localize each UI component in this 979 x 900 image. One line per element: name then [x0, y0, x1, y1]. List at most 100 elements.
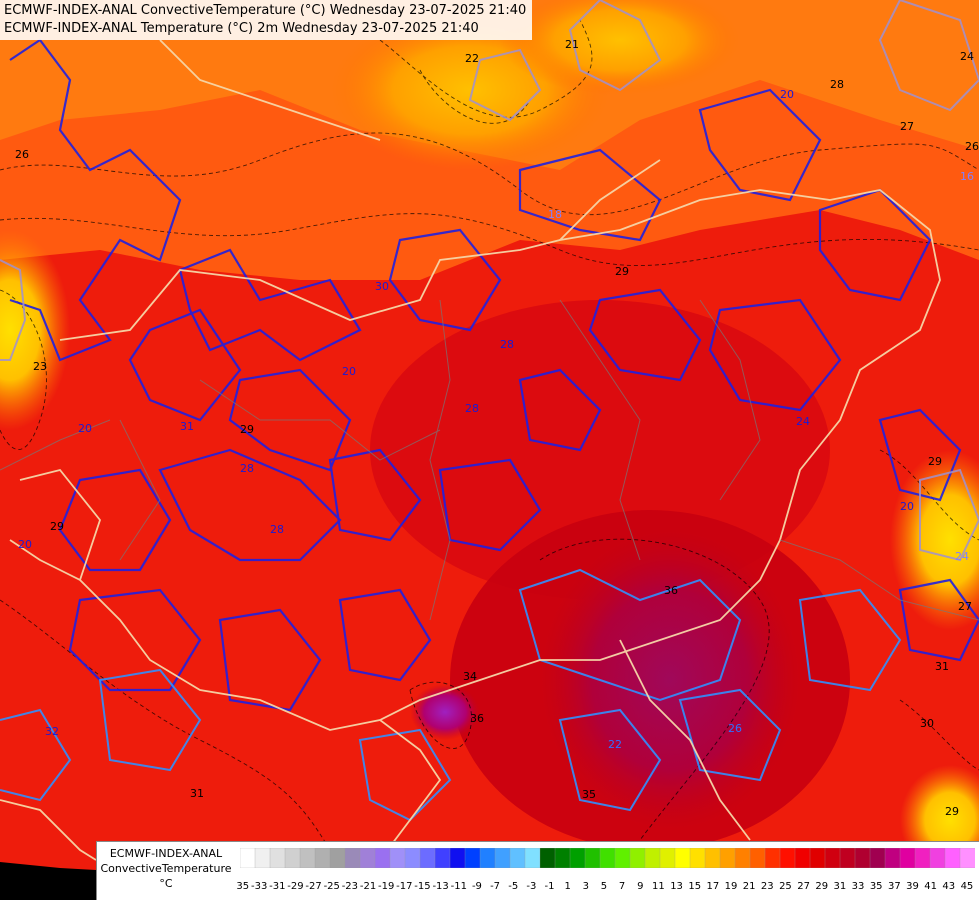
contour-label: 20: [18, 538, 32, 551]
legend-swatch: [914, 848, 931, 868]
legend-tick-label: -33: [251, 881, 267, 892]
contour-label: 29: [945, 805, 959, 818]
legend-tick-label: 33: [852, 881, 865, 892]
legend-swatch: [644, 848, 661, 868]
legend-tick-label: -13: [432, 881, 448, 892]
legend-tick-label: -19: [378, 881, 394, 892]
purple-contours: [0, 0, 979, 562]
legend-tick-label: 25: [779, 881, 792, 892]
contour-label: 29: [50, 520, 64, 533]
legend-swatch: [479, 848, 496, 868]
legend-swatch: [824, 848, 841, 868]
legend-swatch: [269, 848, 286, 868]
legend-swatch: [839, 848, 856, 868]
eastern-yellow-pool: [890, 450, 979, 630]
legend-tick-label: 3: [583, 881, 589, 892]
legend-swatch: [254, 848, 271, 868]
legend-swatch: [869, 848, 886, 868]
contour-label: 16: [960, 170, 974, 183]
legend-swatch: [689, 848, 706, 868]
contour-label: 18: [548, 208, 562, 221]
contour-label: 27: [958, 600, 972, 613]
legend-tick-label: 21: [743, 881, 756, 892]
legend-swatch: [764, 848, 781, 868]
contour-label: 29: [928, 455, 942, 468]
contour-label: 28: [240, 462, 254, 475]
contour-label: 20: [780, 88, 794, 101]
legend-swatch: [959, 848, 975, 868]
legend-tick-label: 29: [815, 881, 828, 892]
legend-swatch: [809, 848, 826, 868]
legend-tick-label: 15: [688, 881, 701, 892]
legend-tick-label: 9: [637, 881, 643, 892]
legend-swatch: [854, 848, 871, 868]
legend-swatch: [929, 848, 946, 868]
map-title-box: ECMWF-INDEX-ANAL ConvectiveTemperature (…: [0, 0, 533, 40]
contour-label: 26: [965, 140, 979, 153]
legend-color-scale: [240, 848, 975, 868]
contour-label: 31: [180, 420, 194, 433]
legend-swatch: [629, 848, 646, 868]
legend-swatch: [749, 848, 766, 868]
contour-label: 26: [15, 148, 29, 161]
contour-label: 30: [920, 717, 934, 730]
legend-unit: °C: [159, 877, 173, 890]
legend-tick-label: -29: [287, 881, 303, 892]
legend-swatch: [884, 848, 901, 868]
legend-swatch: [569, 848, 586, 868]
legend-tick-label: -3: [526, 881, 536, 892]
legend-tick-label: -7: [490, 881, 500, 892]
legend-swatch: [584, 848, 601, 868]
contour-label: 20: [78, 422, 92, 435]
legend-title: ECMWF-INDEX-ANAL ConvectiveTemperature °…: [99, 846, 233, 891]
legend-tick-label: 31: [834, 881, 847, 892]
legend-swatch: [404, 848, 421, 868]
legend-tick-labels: -35-33-31-29-27-25-23-21-19-17-15-13-11-…: [237, 881, 973, 892]
legend-tick-label: -11: [451, 881, 467, 892]
western-yellow-pool: [0, 230, 70, 430]
legend-tick-label: -9: [472, 881, 482, 892]
legend-swatch: [734, 848, 751, 868]
legend-tick-label: 13: [670, 881, 683, 892]
contour-label: 31: [190, 787, 204, 800]
legend-tick-label: -5: [508, 881, 518, 892]
legend-swatch: [509, 848, 526, 868]
legend-swatch: [794, 848, 811, 868]
contour-label: 30: [375, 280, 389, 293]
legend-tick-label: -1: [545, 881, 555, 892]
legend-swatch: [299, 848, 316, 868]
contour-label: 34: [463, 670, 477, 683]
contour-label: 24: [796, 415, 810, 428]
contour-label: 23: [33, 360, 47, 373]
legend-tick-label: 35: [870, 881, 883, 892]
legend-swatch: [554, 848, 571, 868]
legend-tick-label: 5: [601, 881, 607, 892]
legend-tick-label: 7: [619, 881, 625, 892]
contour-label: 21: [565, 38, 579, 51]
legend-swatch: [614, 848, 631, 868]
contour-label: 26: [728, 722, 742, 735]
contour-label: 24: [960, 50, 974, 63]
legend-tick-label: -15: [414, 881, 430, 892]
legend-swatch: [704, 848, 721, 868]
legend-tick-label: -25: [324, 881, 340, 892]
legend-swatch: [539, 848, 556, 868]
legend-tick-label: 37: [888, 881, 901, 892]
color-legend: ECMWF-INDEX-ANAL ConvectiveTemperature °…: [96, 841, 979, 900]
contour-label: 28: [465, 402, 479, 415]
hot-core: [540, 530, 800, 830]
legend-swatch: [494, 848, 511, 868]
legend-tick-label: -17: [396, 881, 412, 892]
legend-tick-label: -21: [360, 881, 376, 892]
legend-title-variable: ConvectiveTemperature: [100, 862, 232, 875]
sea-mask: [0, 862, 96, 900]
legend-swatch: [434, 848, 451, 868]
contour-label: 35: [582, 788, 596, 801]
legend-swatch: [359, 848, 376, 868]
legend-swatch: [389, 848, 406, 868]
legend-swatch: [659, 848, 676, 868]
contour-label: 36: [664, 584, 678, 597]
contour-label: 22: [608, 738, 622, 751]
legend-swatch: [419, 848, 436, 868]
